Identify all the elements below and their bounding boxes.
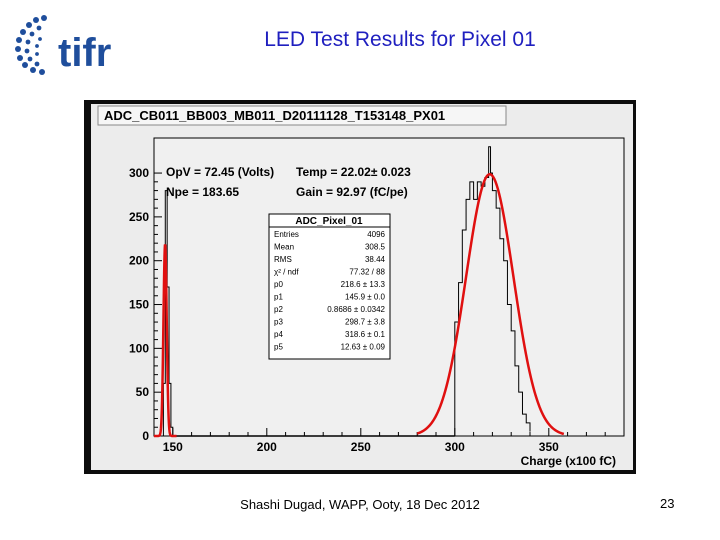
y-tick-label: 0 xyxy=(142,429,149,443)
tifr-logo: tifr xyxy=(6,8,136,78)
fit-curve-peak1 xyxy=(154,244,177,438)
annotation-temp: Temp = 22.02± 0.023 xyxy=(296,165,411,179)
footer-author: Shashi Dugad, WAPP, Ooty, 18 Dec 2012 xyxy=(240,497,480,512)
fit-curve-peak2 xyxy=(416,172,565,436)
slide-title: LED Test Results for Pixel 01 xyxy=(264,28,536,51)
stats-row-label: p4 xyxy=(274,330,283,339)
stats-row-label: p1 xyxy=(274,293,283,302)
stats-row-label: χ² / ndf xyxy=(274,268,299,277)
logo-text: tifr xyxy=(58,31,111,75)
x-axis-label: Charge (x100 fC) xyxy=(521,454,616,468)
stats-row-value: 308.5 xyxy=(365,243,386,252)
stats-row-value: 12.63 ± 0.09 xyxy=(341,343,386,352)
x-tick-label: 350 xyxy=(539,440,559,454)
stats-box: ADC_Pixel_01 Entries 4096 Mean 308.5 RMS 38.4… xyxy=(268,213,391,360)
x-tick-label: 150 xyxy=(163,440,183,454)
stats-row-value: 318.6 ± 0.1 xyxy=(345,330,386,339)
fit-curves xyxy=(154,172,565,438)
stats-row-label: p3 xyxy=(274,318,283,327)
stats-row-value: 298.7 ± 3.8 xyxy=(345,318,386,327)
stats-row-label: Entries xyxy=(274,230,299,239)
stats-row-value: 0.8686 ± 0.0342 xyxy=(327,305,385,314)
stats-row-value: 4096 xyxy=(367,230,385,239)
x-tick-label: 300 xyxy=(445,440,465,454)
stats-row-label: RMS xyxy=(274,255,292,264)
stats-box-frame xyxy=(268,213,391,360)
stats-row-value: 145.9 ± 0.0 xyxy=(345,293,386,302)
tifr-logo-icon: tifr xyxy=(15,15,111,75)
stats-row-label: Mean xyxy=(274,243,294,252)
y-tick-label: 300 xyxy=(129,166,149,180)
stats-row-label: p0 xyxy=(274,280,283,289)
y-tick-label: 250 xyxy=(129,210,149,224)
chart-title-box xyxy=(97,105,507,126)
y-tick-label: 150 xyxy=(129,298,149,312)
x-tick-label: 250 xyxy=(351,440,371,454)
annotation-npe: Npe = 183.65 xyxy=(166,185,239,199)
histogram-line xyxy=(161,146,531,437)
chart: ADC_CB011_BB003_MB011_D20111128_T153148_… xyxy=(91,104,633,470)
chart-title: ADC_CB011_BB003_MB011_D20111128_T153148_… xyxy=(104,108,445,123)
stats-row-label: p5 xyxy=(274,343,283,352)
stats-row-value: 218.6 ± 13.3 xyxy=(341,280,386,289)
x-tick-label: 200 xyxy=(257,440,277,454)
y-tick-label: 100 xyxy=(129,341,149,355)
stats-rows: Entries 4096 Mean 308.5 RMS 38.44 χ² / ndf 77.3… xyxy=(274,230,386,352)
stats-row-value: 77.32 / 88 xyxy=(349,268,385,277)
page-number: 23 xyxy=(660,496,675,511)
chart-frame: ADC_CB011_BB003_MB011_D20111128_T153148_… xyxy=(84,100,636,474)
axes: 0 50 100 150 200 250 300 150 200 250 300 350 xyxy=(129,166,625,454)
histogram xyxy=(161,146,531,437)
annotation-gain: Gain = 92.97 (fC/pe) xyxy=(296,185,408,199)
y-tick-label: 200 xyxy=(129,254,149,268)
stats-box-title: ADC_Pixel_01 xyxy=(295,216,363,227)
y-tick-label: 50 xyxy=(136,385,150,399)
stats-row-label: p2 xyxy=(274,305,283,314)
stats-row-value: 38.44 xyxy=(365,255,386,264)
annotation-opv: OpV = 72.45 (Volts) xyxy=(166,165,274,179)
